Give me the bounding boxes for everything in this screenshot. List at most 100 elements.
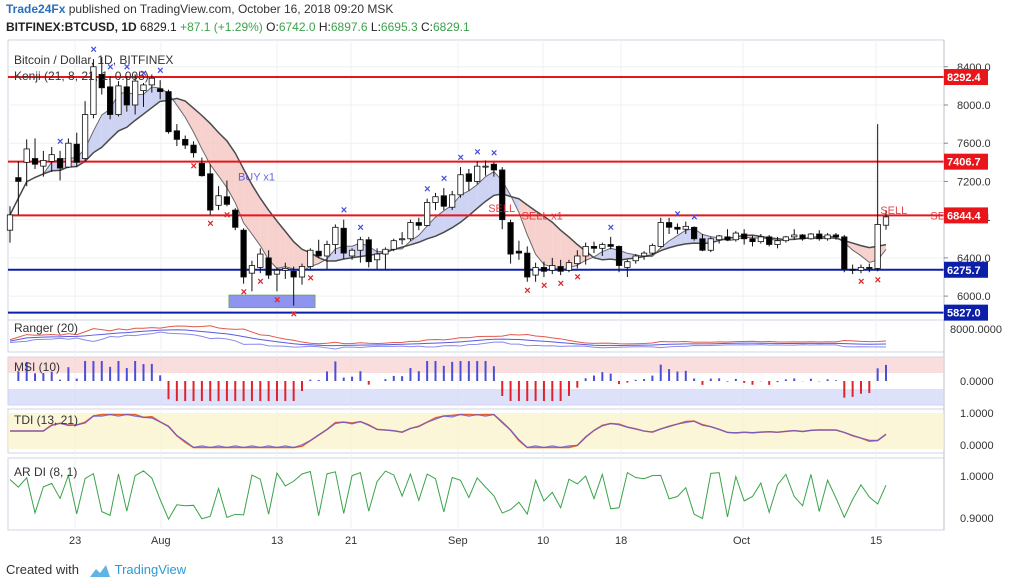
kenji-band-segment: [460, 190, 469, 223]
ranger-axis-label: 8000.0000: [950, 324, 1002, 336]
candle-body: [482, 165, 489, 168]
price-level-tag-label: 5827.0: [947, 308, 981, 320]
candle-body: [323, 244, 331, 257]
sell-x-mark: ×: [191, 161, 197, 173]
y-tick-label: 7600.0: [957, 138, 991, 150]
candle-body: [449, 194, 456, 208]
buy-x-mark: ×: [124, 61, 130, 73]
kenji-band-segment: [101, 109, 111, 148]
kenji-band-segment: [677, 230, 686, 246]
candle-body: [415, 222, 422, 226]
candle-body: [365, 239, 372, 263]
candle-body: [165, 91, 172, 133]
x-tick-label: 10: [537, 535, 549, 547]
ranger-mid-line: [9, 329, 887, 347]
kenji-band-segment: [193, 108, 202, 149]
sell-x-mark: ×: [257, 276, 263, 288]
kenji-band-segment: [285, 231, 294, 269]
candle-body: [557, 266, 564, 272]
footer: Created with TradingView: [6, 562, 186, 578]
kenji-band-segment: [535, 210, 544, 265]
price-chart[interactable]: × × × × × × × × × × × × × × × × × × × × × × × × × × × × × × BUY x1 SELL…: [0, 38, 1011, 560]
kenji-band-segment: [443, 205, 453, 233]
candle-body: [132, 80, 139, 106]
ardi-panel-label: AR DI (8, 1): [14, 465, 77, 479]
candle-body: [824, 234, 831, 240]
x-tick-label: Aug: [151, 535, 171, 547]
buy-x-mark: ×: [157, 65, 163, 77]
buy-x-mark: ×: [674, 208, 680, 220]
msi-axis-label: 0.0000: [960, 376, 994, 388]
signal-marks: × × × × × × × × × × × × × × × × × × × × × × × × × × × × × ×: [57, 44, 881, 321]
sell-x-mark: ×: [574, 271, 580, 283]
open-value: 6742.0: [278, 20, 316, 34]
candles: [6, 57, 890, 306]
candle-body: [123, 86, 130, 106]
low-value: 6695.3: [380, 20, 418, 34]
buy-x-mark: ×: [608, 222, 614, 234]
candle-body: [40, 160, 47, 167]
brand-name[interactable]: Trade24Fx: [6, 2, 66, 16]
candle-body: [465, 173, 472, 182]
candle-body: [98, 74, 105, 89]
candle-body: [407, 222, 414, 240]
candle-body: [732, 232, 739, 241]
price-level-tag-label: 8292.4: [947, 72, 982, 84]
candle-body: [615, 246, 623, 266]
candle-body: [190, 144, 197, 154]
candle-body: [507, 222, 514, 255]
kenji-band-segment: [669, 235, 678, 248]
sell-x-mark: ×: [224, 209, 230, 221]
candle-body: [674, 226, 681, 230]
kenji-band-segment: [276, 221, 286, 269]
candle-body: [649, 245, 656, 254]
candle-body: [390, 240, 397, 250]
sell-x-mark: ×: [291, 309, 297, 321]
x-tick-label: 18: [615, 535, 627, 547]
price-level-tag-label: 6844.4: [947, 210, 982, 222]
kenji-band-segment: [468, 184, 478, 216]
tradingview-link[interactable]: TradingView: [114, 562, 187, 577]
sell-x-mark: ×: [274, 294, 280, 306]
candle-body: [474, 165, 481, 182]
candle-body: [841, 236, 848, 270]
candle-body: [874, 224, 881, 269]
candle-body: [866, 267, 873, 269]
candle-body: [257, 253, 264, 268]
kenji-band-segment: [518, 198, 528, 235]
ardi-axis-label-bottom: 0.9000: [960, 513, 994, 525]
candle-body: [315, 250, 322, 257]
buy-x-mark: ×: [424, 184, 430, 196]
candle-body: [148, 77, 155, 86]
y-tick-label: 8400.0: [957, 62, 991, 74]
kenji-band-segment: [143, 87, 152, 115]
high-label: H:: [318, 20, 331, 34]
candle-body: [73, 143, 80, 163]
symbol-ohlc-line: BITFINEX:BTCUSD, 1D 6829.1 +87.1 (+1.29%…: [6, 20, 470, 34]
candle-body: [65, 142, 72, 168]
candle-body: [432, 196, 439, 203]
indicator-pane-1: [7, 319, 945, 353]
candle-body: [774, 240, 781, 245]
chart-title: Bitcoin / Dollar, 1D, BITFINEX: [14, 53, 173, 67]
kenji-band-segment: [485, 171, 494, 202]
price-level-tag: [944, 207, 988, 224]
candle-body: [457, 174, 464, 196]
kenji-fast-line: [9, 86, 887, 272]
price-levels: [8, 76, 944, 314]
kenji-band-segment: [560, 230, 569, 271]
candle-body: [524, 252, 531, 278]
price-level-tag-label: 7406.7: [947, 157, 981, 169]
kenji-band-segment: [210, 123, 219, 176]
kenji-band-segment: [852, 243, 861, 256]
candle-body: [599, 244, 606, 249]
high-value: 6897.6: [330, 20, 368, 34]
buy-x-mark: ×: [491, 147, 497, 159]
buy-x-mark: ×: [57, 136, 63, 148]
candle-body: [340, 227, 347, 254]
candle-body: [140, 84, 147, 92]
symbol-name: BITFINEX:BTCUSD, 1D: [6, 20, 137, 34]
ranger-upper-line: [9, 325, 887, 345]
sell-x-mark: ×: [524, 285, 530, 297]
candle-body: [607, 244, 614, 247]
